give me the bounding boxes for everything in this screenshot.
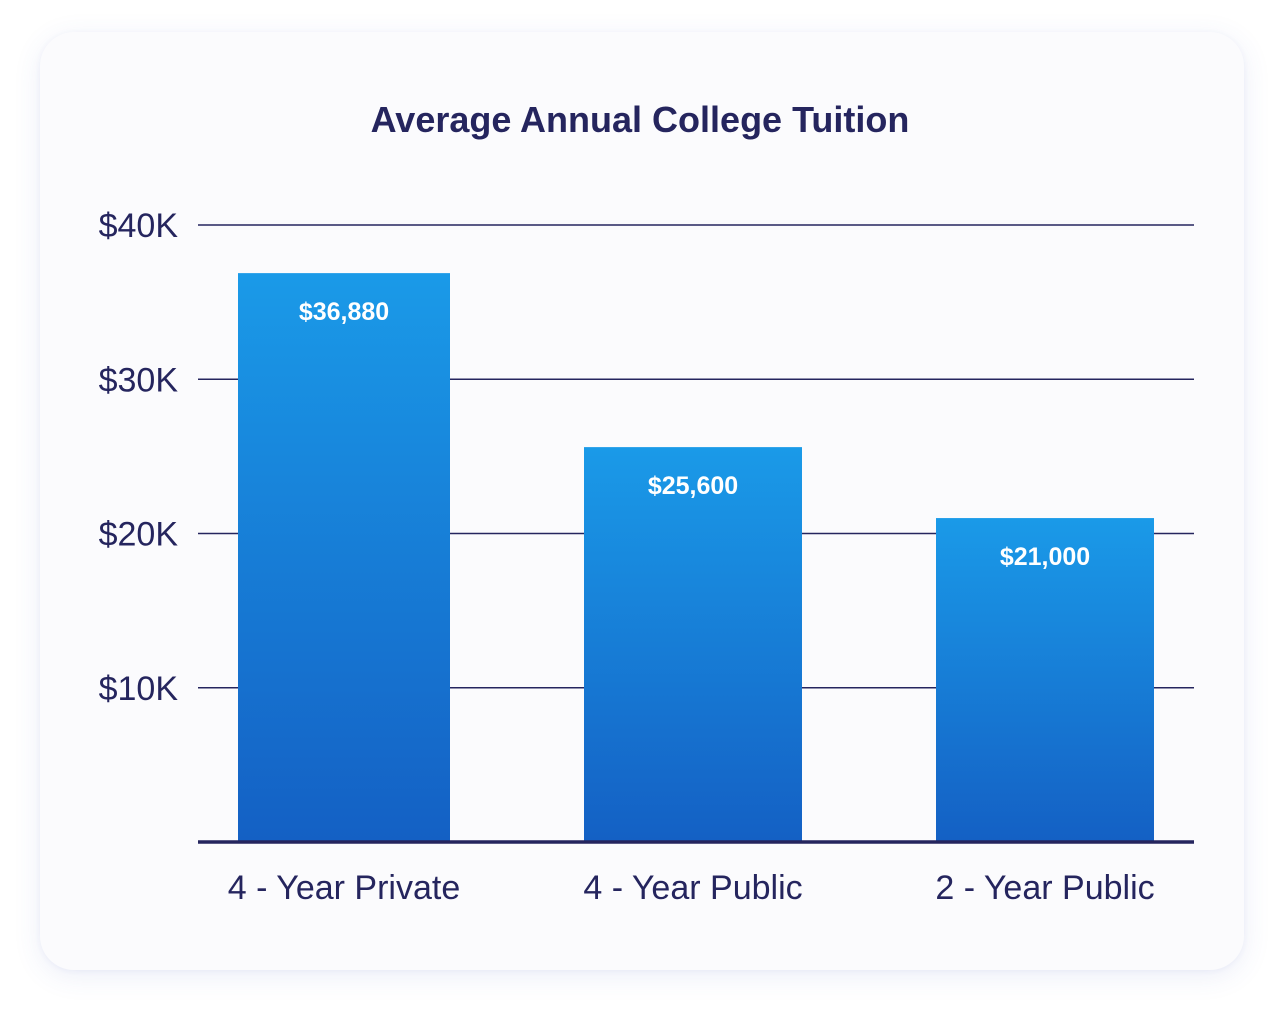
bar: [238, 273, 450, 843]
x-tick-label: 2 - Year Public: [935, 869, 1154, 907]
y-tick-label: $20K: [99, 516, 179, 554]
data-label: $21,000: [1000, 543, 1090, 571]
y-tick-label: $10K: [99, 670, 179, 708]
bar: [936, 518, 1154, 842]
chart-title: Average Annual College Tuition: [371, 99, 910, 140]
bar: [584, 447, 802, 842]
data-label: $25,600: [648, 472, 738, 500]
data-labels: $36,880 $25,600 $21,000: [299, 298, 1090, 571]
x-tick-label: 4 - Year Public: [583, 869, 802, 907]
y-tick-label: $30K: [99, 361, 179, 399]
x-axis-ticks: 4 - Year Private 4 - Year Public 2 - Year …: [228, 869, 1155, 907]
y-tick-label: $40K: [99, 207, 179, 245]
data-label: $36,880: [299, 298, 389, 326]
x-tick-label: 4 - Year Private: [228, 869, 460, 907]
y-axis-ticks: $10K $20K $30K $40K: [99, 207, 179, 708]
bars: [238, 273, 1154, 843]
